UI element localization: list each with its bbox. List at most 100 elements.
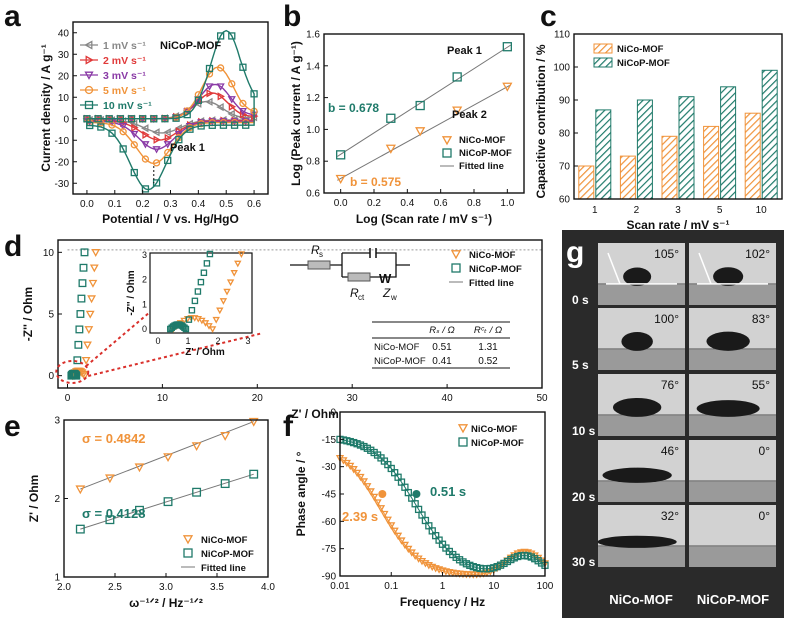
x-tick-label: 0 — [65, 393, 71, 404]
inset-point — [181, 324, 188, 331]
legend-marker — [458, 437, 468, 447]
cv-marker — [228, 80, 236, 88]
droplet — [613, 397, 662, 417]
cv-marker — [163, 141, 172, 149]
x-tick-label: 2.0 — [57, 582, 71, 593]
annotation: Peak 2 — [452, 109, 487, 121]
table-cell: NiCo-MOF — [374, 342, 420, 353]
data-point — [373, 499, 382, 507]
cv-marker — [97, 123, 105, 131]
data-point — [79, 263, 88, 272]
x-axis-label: ω⁻¹ᐟ² / Hz⁻¹ᐟ² — [129, 596, 203, 610]
y-tick-label: 10 — [43, 248, 55, 259]
legend-label: NiCoP-MOF — [471, 438, 524, 449]
x-tick-label: 10 — [488, 581, 500, 592]
table-cell: 0.52 — [478, 356, 498, 367]
x-tick-label: 0.2 — [367, 198, 381, 209]
legend-label: 5 mV s⁻¹ — [103, 85, 146, 97]
data-point — [163, 453, 173, 463]
bar — [703, 125, 720, 200]
inset-x-label: Z' / Ohm — [185, 347, 225, 358]
resistor-rs — [307, 260, 331, 270]
legend-label: NiCoP-MOF — [201, 549, 254, 560]
legend-swatch — [593, 43, 613, 54]
cv-marker — [194, 96, 203, 104]
x-tick-label: 0.5 — [219, 199, 233, 210]
table-header: Rₛ / Ω — [429, 325, 455, 336]
inset-x-tick: 0 — [155, 336, 160, 346]
legend-label: Fitted line — [469, 278, 514, 289]
x-axis-label: Z' / Ohm — [291, 407, 339, 421]
data-point — [452, 72, 462, 82]
panel-label: g — [566, 236, 584, 269]
cv-marker — [153, 135, 161, 144]
cv-marker — [208, 121, 216, 129]
cv-marker — [130, 168, 138, 177]
cv-marker — [205, 97, 213, 106]
data-point — [387, 522, 396, 530]
time-label: 5 s — [572, 358, 589, 372]
cv-marker — [142, 130, 150, 139]
highlight-ellipse — [55, 359, 90, 384]
data-point — [376, 505, 386, 513]
x-tick-label: 40 — [442, 393, 454, 404]
y-tick-label: -60 — [322, 517, 337, 528]
cv-marker — [141, 155, 150, 163]
x-tick-label: 100 — [537, 581, 554, 592]
legend-marker — [84, 100, 94, 110]
y-tick-label: -20 — [55, 157, 70, 168]
droplet — [713, 267, 744, 286]
fit-line — [337, 44, 511, 157]
cv-marker — [228, 102, 237, 111]
cv-marker — [186, 125, 194, 133]
y-tick-label: 0 — [63, 114, 69, 125]
annotation: Peak 1 — [170, 142, 205, 154]
cv-marker — [105, 115, 113, 123]
x-tick-label: 0.1 — [108, 199, 122, 210]
panel-label: e — [4, 410, 21, 443]
legend-marker — [85, 55, 94, 65]
cv-marker — [116, 115, 125, 123]
data-point — [80, 372, 90, 381]
fit-line — [80, 473, 254, 530]
resistance-table: Rₛ / Ω Rᶜₜ / Ω NiCo-MOF 0.51 1.31 NiCoP-MOF 0.… — [372, 321, 510, 369]
y-tick-label: 60 — [559, 195, 571, 206]
table-cell: NiCoP-MOF — [374, 356, 426, 367]
data-point — [415, 100, 425, 111]
legend-label: NiCo-MOF — [201, 535, 248, 546]
legend-marker — [84, 85, 94, 95]
legend-label: NiCo-MOF — [469, 250, 516, 261]
angle-label: 0° — [759, 509, 771, 523]
data-point — [249, 469, 259, 479]
angle-label: 76° — [661, 378, 679, 392]
x-tick-label: 5 — [717, 205, 723, 216]
data-point — [72, 371, 81, 380]
data-point — [380, 510, 389, 519]
cv-marker — [141, 185, 150, 193]
annotation: b = 0.678 — [328, 101, 379, 115]
data-point — [105, 515, 115, 525]
cv-marker — [206, 89, 214, 98]
table-header: Rᶜₜ / Ω — [474, 325, 502, 336]
column-label: NiCoP-MOF — [697, 592, 769, 607]
substrate — [689, 348, 776, 370]
circuit-label: Z — [382, 286, 391, 300]
data-point — [74, 340, 83, 349]
y-axis-label: Log (Peak current / A g⁻¹) — [289, 41, 303, 186]
x-tick-label: 3.5 — [210, 582, 224, 593]
cv-marker — [131, 123, 139, 132]
legend-marker — [457, 424, 469, 434]
y-axis-label: Z' / Ohm — [27, 475, 41, 523]
cv-marker — [152, 159, 161, 167]
legend-marker — [182, 535, 194, 545]
angle-label: 100° — [654, 312, 679, 326]
cv-marker — [239, 99, 247, 108]
cv-marker — [86, 121, 94, 130]
panel-label: a — [4, 0, 21, 33]
annotation: 0.51 s — [430, 484, 466, 499]
inset-point — [206, 250, 214, 258]
cv-marker — [130, 130, 139, 139]
connector-line — [87, 332, 264, 377]
x-tick-label: 1 — [440, 581, 446, 592]
x-axis-label: Frequency / Hz — [400, 595, 485, 609]
